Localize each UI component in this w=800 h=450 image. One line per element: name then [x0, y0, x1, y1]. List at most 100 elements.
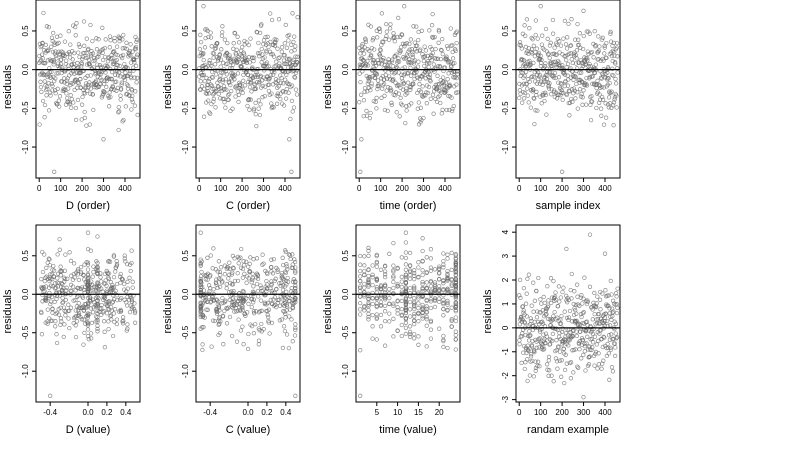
data-point: [74, 294, 80, 299]
data-point: [452, 60, 457, 66]
plot-frame: [515, 224, 621, 403]
data-point: [85, 73, 90, 79]
data-point: [437, 267, 442, 272]
data-point: [215, 68, 220, 73]
data-point: [251, 300, 256, 305]
data-point: [534, 288, 539, 294]
data-point: [242, 271, 247, 276]
data-point: [200, 347, 205, 353]
data-point: [219, 47, 224, 52]
data-point: [415, 64, 421, 69]
data-point: [454, 40, 459, 46]
data-point: [602, 319, 608, 324]
data-point: [556, 345, 561, 350]
data-point: [279, 280, 284, 285]
data-point: [544, 312, 549, 317]
data-point: [224, 87, 229, 92]
data-point: [431, 89, 437, 94]
data-point: [117, 274, 123, 279]
data-point: [581, 310, 586, 315]
data-point: [48, 283, 54, 288]
data-point: [52, 78, 57, 84]
data-point: [592, 334, 598, 339]
data-point: [558, 43, 564, 48]
data-point: [235, 71, 241, 76]
data-point: [453, 270, 458, 275]
data-point: [236, 99, 241, 105]
data-point: [567, 113, 572, 118]
data-point: [424, 280, 429, 285]
data-point: [601, 58, 606, 63]
data-point: [278, 303, 283, 308]
data-point: [209, 74, 215, 80]
data-point: [374, 106, 379, 111]
data-point: [453, 268, 458, 273]
data-point: [251, 309, 257, 314]
data-point: [40, 269, 46, 275]
data-point: [295, 60, 300, 65]
data-point: [408, 37, 414, 42]
data-point: [551, 75, 556, 80]
data-point: [112, 39, 117, 44]
data-point: [588, 50, 593, 56]
data-point: [74, 304, 80, 309]
data-point: [420, 288, 425, 294]
data-point: [245, 274, 250, 279]
data-point: [606, 333, 612, 338]
data-point: [568, 376, 574, 381]
data-point: [75, 97, 81, 103]
data-point: [259, 288, 264, 294]
data-point: [402, 4, 407, 9]
data-point: [608, 278, 613, 284]
data-point: [103, 70, 108, 75]
data-point: [577, 303, 582, 308]
data-point: [567, 51, 572, 56]
data-point: [220, 29, 225, 35]
data-point: [362, 304, 367, 309]
data-point: [223, 105, 228, 110]
data-point: [397, 114, 402, 119]
data-point: [387, 26, 393, 31]
data-point: [431, 62, 436, 67]
data-point: [372, 47, 377, 52]
data-point: [232, 278, 238, 284]
data-point: [224, 305, 229, 311]
data-point: [615, 286, 620, 291]
data-point: [424, 270, 429, 275]
data-point: [110, 282, 115, 288]
data-point: [239, 303, 244, 308]
data-point: [441, 251, 446, 256]
data-point: [114, 293, 120, 298]
data-point: [366, 283, 371, 288]
x-tick-label: 0.0: [82, 408, 94, 417]
data-point: [72, 275, 77, 280]
data-point: [100, 57, 106, 63]
data-point: [227, 55, 232, 60]
data-point: [566, 343, 571, 348]
data-point: [218, 64, 223, 69]
data-point: [198, 79, 203, 84]
data-point: [72, 50, 77, 56]
data-point: [132, 57, 137, 62]
data-point: [445, 278, 450, 283]
data-point: [49, 81, 54, 87]
data-point: [198, 277, 203, 282]
data-point: [401, 80, 407, 86]
data-point: [41, 72, 47, 77]
y-tick-label: 0.5: [21, 250, 30, 262]
data-point: [378, 312, 384, 318]
data-point: [221, 84, 227, 89]
data-point: [280, 255, 285, 260]
data-point: [517, 277, 523, 283]
data-point: [229, 88, 234, 94]
data-point: [564, 293, 569, 298]
data-point: [216, 304, 222, 309]
data-point: [432, 295, 438, 301]
data-point: [382, 343, 388, 348]
data-point: [118, 307, 123, 313]
data-point: [129, 107, 134, 112]
data-point: [213, 280, 219, 285]
data-point: [407, 329, 413, 335]
data-point: [525, 93, 530, 98]
data-point: [560, 63, 565, 68]
